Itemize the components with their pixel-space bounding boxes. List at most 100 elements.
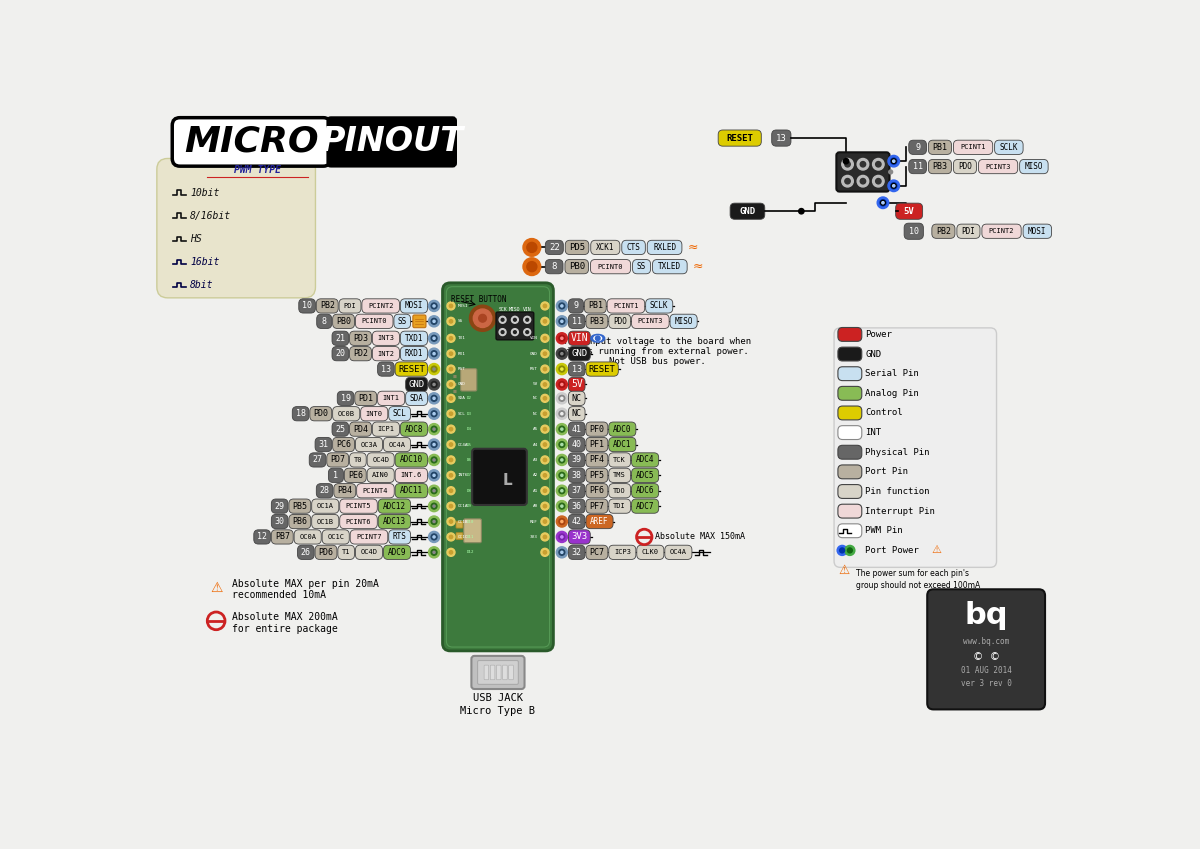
Text: RESET: RESET — [726, 133, 754, 143]
FancyBboxPatch shape — [631, 499, 659, 514]
Circle shape — [514, 331, 516, 334]
Text: OC1A: OC1A — [458, 504, 468, 509]
FancyBboxPatch shape — [472, 656, 524, 689]
FancyBboxPatch shape — [378, 391, 404, 406]
Circle shape — [559, 335, 565, 341]
FancyBboxPatch shape — [836, 152, 889, 192]
Text: TMS: TMS — [613, 472, 626, 478]
Text: PCINT0: PCINT0 — [361, 318, 386, 324]
Circle shape — [544, 427, 547, 430]
Circle shape — [860, 178, 865, 184]
FancyBboxPatch shape — [838, 485, 862, 498]
FancyBboxPatch shape — [569, 484, 586, 498]
Circle shape — [557, 469, 568, 481]
Circle shape — [523, 317, 530, 323]
Circle shape — [433, 397, 436, 399]
Text: A3: A3 — [533, 458, 538, 462]
Circle shape — [433, 443, 436, 446]
Circle shape — [559, 534, 565, 540]
FancyBboxPatch shape — [294, 530, 322, 544]
Circle shape — [433, 352, 436, 355]
Circle shape — [431, 396, 437, 402]
Circle shape — [559, 457, 565, 463]
FancyBboxPatch shape — [608, 484, 631, 498]
Text: ADC12: ADC12 — [383, 502, 406, 510]
Text: AREF: AREF — [590, 517, 608, 526]
Text: OC1C: OC1C — [458, 535, 468, 539]
Text: PCINT3: PCINT3 — [985, 164, 1010, 170]
FancyBboxPatch shape — [355, 437, 383, 452]
Circle shape — [544, 520, 547, 523]
FancyBboxPatch shape — [401, 331, 427, 346]
Text: PB7: PB7 — [275, 532, 289, 542]
Circle shape — [544, 504, 547, 508]
Circle shape — [446, 380, 455, 389]
Circle shape — [541, 518, 548, 526]
Circle shape — [446, 441, 455, 448]
Text: A0: A0 — [533, 504, 538, 509]
Circle shape — [560, 551, 563, 554]
Circle shape — [560, 490, 563, 492]
Text: D11: D11 — [467, 535, 475, 539]
Circle shape — [499, 329, 506, 335]
FancyBboxPatch shape — [322, 530, 349, 544]
FancyBboxPatch shape — [461, 368, 476, 391]
Circle shape — [557, 531, 568, 543]
Text: Port Power: Port Power — [865, 546, 919, 555]
Text: PC6: PC6 — [336, 440, 352, 449]
Circle shape — [890, 183, 896, 188]
Text: USB JACK: USB JACK — [473, 693, 523, 703]
Circle shape — [446, 456, 455, 464]
FancyBboxPatch shape — [326, 453, 349, 467]
Text: ADC13: ADC13 — [383, 517, 406, 526]
FancyBboxPatch shape — [332, 314, 354, 329]
Circle shape — [560, 536, 563, 538]
FancyBboxPatch shape — [586, 314, 608, 329]
Circle shape — [840, 548, 845, 553]
FancyBboxPatch shape — [569, 453, 586, 467]
Text: TXLED: TXLED — [659, 262, 682, 271]
FancyBboxPatch shape — [929, 160, 952, 174]
FancyBboxPatch shape — [355, 545, 383, 559]
Text: MISO: MISO — [509, 306, 521, 312]
Text: 8: 8 — [552, 262, 557, 271]
FancyBboxPatch shape — [316, 545, 337, 559]
Text: RTS: RTS — [392, 532, 407, 542]
Circle shape — [544, 458, 547, 462]
FancyBboxPatch shape — [378, 362, 395, 376]
FancyBboxPatch shape — [838, 425, 862, 440]
FancyBboxPatch shape — [995, 140, 1024, 155]
FancyBboxPatch shape — [838, 386, 862, 400]
FancyBboxPatch shape — [317, 484, 332, 498]
Text: GND: GND — [458, 382, 466, 386]
FancyBboxPatch shape — [730, 203, 764, 219]
Text: PB1: PB1 — [932, 143, 948, 152]
FancyBboxPatch shape — [329, 468, 343, 482]
FancyBboxPatch shape — [378, 514, 410, 529]
Text: REF: REF — [530, 520, 538, 524]
Circle shape — [845, 545, 854, 555]
Text: VIN: VIN — [523, 306, 532, 312]
Text: TXD1: TXD1 — [404, 334, 424, 343]
Circle shape — [541, 318, 548, 325]
FancyBboxPatch shape — [503, 665, 508, 680]
Text: PCINT1: PCINT1 — [960, 144, 986, 150]
Circle shape — [544, 336, 547, 340]
FancyBboxPatch shape — [982, 224, 1021, 239]
Circle shape — [449, 474, 452, 477]
Text: SS: SS — [637, 262, 646, 271]
FancyBboxPatch shape — [478, 661, 518, 684]
Text: GND: GND — [571, 349, 588, 358]
Circle shape — [880, 200, 886, 205]
Circle shape — [544, 383, 547, 386]
Text: PDI: PDI — [343, 303, 356, 309]
FancyBboxPatch shape — [312, 514, 338, 529]
FancyBboxPatch shape — [632, 260, 650, 273]
Circle shape — [888, 155, 900, 167]
FancyBboxPatch shape — [389, 530, 410, 544]
Text: INT1: INT1 — [383, 396, 400, 402]
Circle shape — [559, 381, 565, 387]
Circle shape — [428, 469, 439, 481]
FancyBboxPatch shape — [384, 545, 410, 559]
Circle shape — [544, 304, 547, 307]
